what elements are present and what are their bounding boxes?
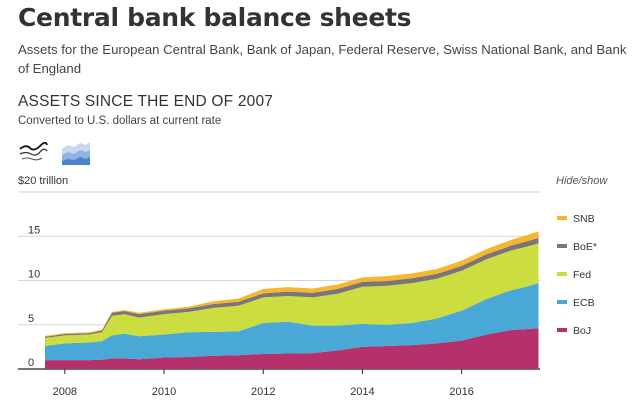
- line-chart-icon: [19, 141, 48, 161]
- legend-item-ecb[interactable]: ECB: [557, 297, 597, 311]
- x-tick-label-2012: 2012: [251, 386, 275, 398]
- x-tick-label-2008: 2008: [53, 386, 77, 398]
- legend-item-boj[interactable]: BoJ: [557, 325, 597, 339]
- y-tick-label-10: 10: [28, 269, 40, 281]
- hide-show-toggle[interactable]: Hide/show: [556, 175, 608, 187]
- legend-swatch: [557, 216, 567, 220]
- legend-swatch: [557, 300, 567, 304]
- legend-item-boe[interactable]: BoE*: [557, 241, 597, 255]
- x-tick-label-2016: 2016: [449, 386, 473, 398]
- legend-label: SNB: [573, 213, 595, 225]
- x-tick-label-2010: 2010: [152, 386, 176, 398]
- legend-swatch: [557, 244, 567, 248]
- area-series-fed: [44, 243, 539, 346]
- y-axis-top-label: $20 trillion: [18, 175, 68, 187]
- legend-swatch: [557, 328, 567, 332]
- chart-legend: SNB BoE* Fed ECB BoJ: [557, 213, 597, 353]
- stacked-view-button[interactable]: [61, 140, 91, 166]
- x-tick-label-2014: 2014: [350, 386, 374, 398]
- y-tick-label-15: 15: [28, 224, 40, 236]
- legend-label: ECB: [573, 297, 595, 309]
- page-subtitle: Assets for the European Central Bank, Ba…: [18, 42, 627, 76]
- line-view-button[interactable]: [18, 140, 48, 166]
- page-title: Central bank balance sheets: [18, 3, 412, 32]
- y-tick-label-5: 5: [28, 313, 34, 325]
- legend-swatch: [557, 272, 567, 276]
- stacked-areas: [44, 231, 539, 369]
- legend-label: Fed: [573, 269, 592, 281]
- x-axis-ticks: 2008 2010 2012 2014 2016: [53, 369, 474, 398]
- stacked-area-icon: [62, 142, 90, 165]
- y-axis-ticks: 0 5 10 15: [28, 224, 40, 369]
- legend-item-fed[interactable]: Fed: [557, 269, 597, 283]
- legend-label: BoJ: [573, 325, 592, 337]
- area-series-boj: [44, 328, 539, 369]
- chart-unit-note: Converted to U.S. dollars at current rat…: [18, 115, 222, 127]
- chart-section-title: ASSETS SINCE THE END OF 2007: [18, 93, 274, 110]
- area-series-ecb: [44, 283, 539, 361]
- legend-item-snb[interactable]: SNB: [557, 213, 597, 227]
- area-series-boe: [44, 238, 539, 339]
- legend-label: BoE*: [573, 241, 597, 253]
- y-tick-label-0: 0: [28, 357, 34, 369]
